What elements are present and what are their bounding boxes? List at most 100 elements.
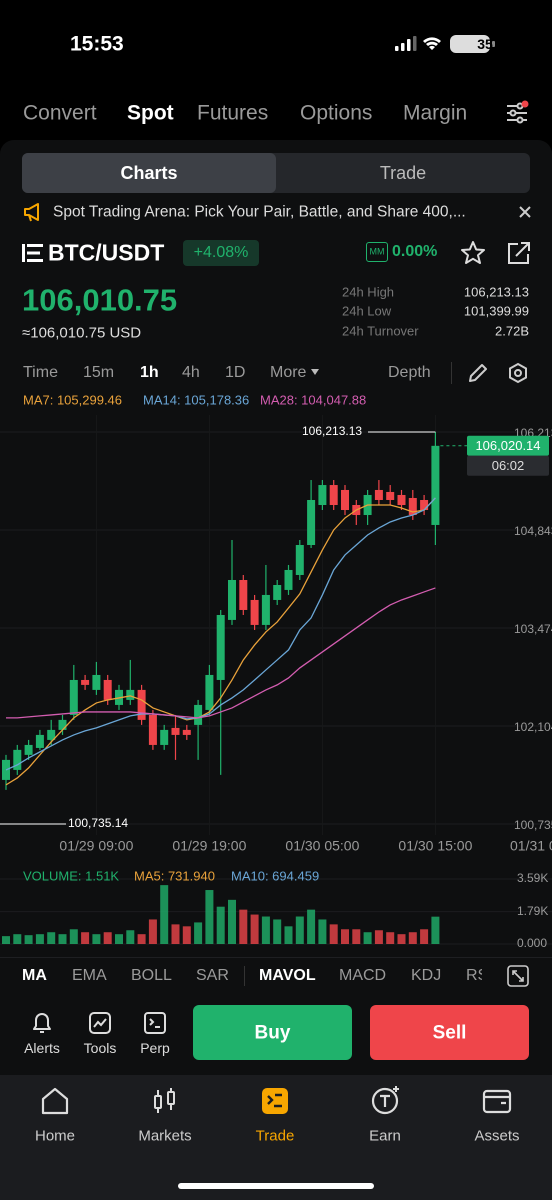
candle-body (239, 579, 248, 610)
tab-active[interactable]: Spot (127, 101, 174, 125)
mm-value: 0.00% (392, 243, 438, 260)
volume-bar (35, 934, 44, 944)
interval[interactable]: 15m (83, 364, 115, 381)
close-icon[interactable] (519, 206, 531, 218)
volume-bar (137, 934, 146, 944)
interval[interactable]: 1D (225, 364, 246, 381)
star-icon[interactable] (460, 240, 486, 266)
tools-icon[interactable] (88, 1011, 112, 1035)
indicator[interactable]: RS (466, 968, 482, 984)
candle-body (397, 494, 406, 505)
action-label[interactable]: Perp (140, 1040, 170, 1056)
volume-bar (171, 924, 180, 944)
separator (244, 966, 245, 986)
sell-label[interactable]: Sell (432, 1022, 467, 1044)
y-tick-label: 104,843.63 (514, 524, 552, 538)
action-label[interactable]: Alerts (24, 1040, 60, 1056)
settings-icon[interactable] (504, 100, 530, 126)
indicator[interactable]: BOLL (131, 967, 172, 984)
indicator-active[interactable]: MA (22, 967, 47, 984)
nav-label[interactable]: Markets (138, 1127, 192, 1145)
earn-icon[interactable] (370, 1084, 402, 1116)
share-icon[interactable] (506, 240, 532, 266)
tab[interactable]: Futures (197, 101, 269, 125)
home-icon[interactable] (40, 1086, 70, 1116)
divider (0, 957, 552, 958)
candle-body (329, 485, 338, 505)
high-marker-label: 106,213.13 (302, 424, 362, 438)
candle-body (261, 594, 270, 625)
nav-label[interactable]: Assets (474, 1127, 520, 1145)
ma-line (6, 587, 436, 719)
ma-legend: MA7: 105,299.46 (23, 392, 123, 408)
volume-bar (284, 926, 293, 944)
volume-bar (69, 929, 78, 944)
action-label[interactable]: Tools (83, 1040, 117, 1056)
sell-button[interactable] (370, 1005, 529, 1060)
candle-body (24, 744, 33, 755)
mm-box (366, 242, 388, 262)
assets-icon[interactable] (482, 1086, 512, 1116)
megaphone-icon (24, 203, 39, 222)
indicator[interactable]: SAR (196, 967, 229, 984)
indicator[interactable]: EMA (72, 967, 107, 984)
candle-body (194, 704, 203, 725)
candle-body (386, 491, 395, 500)
candle-body (126, 689, 135, 700)
volume-bar (250, 914, 259, 944)
volume-bar (205, 890, 214, 944)
draw-icon[interactable] (467, 362, 489, 384)
volume-tick-label: 0.000 (517, 936, 547, 950)
volume-bar (420, 929, 429, 944)
markets-icon[interactable] (150, 1086, 180, 1116)
ma-legend: MA14: 105,178.36 (143, 392, 250, 408)
fullscreen-icon[interactable] (507, 965, 529, 987)
x-tick-label: 01/30 05:00 (285, 838, 359, 854)
nav-label[interactable]: Earn (369, 1127, 401, 1145)
perp-icon[interactable] (143, 1011, 167, 1035)
stat-label: 24h Low (342, 303, 392, 319)
banner-text[interactable]: Spot Trading Arena: Pick Your Pair, Batt… (53, 203, 466, 221)
chart-settings-icon[interactable] (507, 362, 529, 384)
buy-label[interactable]: Buy (254, 1022, 291, 1044)
volume-bar (273, 919, 282, 944)
indicator[interactable]: KDJ (411, 967, 442, 984)
depth[interactable]: Depth (388, 364, 431, 381)
buy-button[interactable] (193, 1005, 352, 1060)
volume-bar (408, 932, 417, 944)
candle-body (13, 749, 22, 770)
interval[interactable]: 4h (182, 364, 200, 381)
volume-bar (329, 924, 338, 944)
volume-bar (318, 919, 327, 944)
stat-value: 2.72B (495, 323, 529, 339)
menu-icon[interactable] (22, 244, 44, 262)
nav-label-active[interactable]: Trade (255, 1127, 295, 1145)
trade-icon[interactable] (260, 1086, 290, 1116)
volume-bar (239, 909, 248, 944)
separator (451, 362, 452, 384)
tab[interactable]: Margin (403, 101, 468, 125)
volume-bar (24, 935, 33, 944)
tab[interactable]: Convert (23, 101, 97, 125)
alerts-icon[interactable] (30, 1010, 54, 1036)
indicator[interactable]: MACD (339, 967, 387, 984)
candle-body (295, 545, 304, 575)
nav-label[interactable]: Home (34, 1127, 75, 1145)
tab[interactable]: Options (300, 101, 373, 125)
ma-line (5, 497, 436, 786)
toggle-option[interactable]: Trade (379, 163, 427, 183)
toggle-selected[interactable] (22, 153, 276, 193)
toggle-option[interactable]: Charts (120, 163, 178, 183)
interval[interactable]: Time (23, 364, 58, 381)
candle-body (408, 497, 417, 516)
volume-tick-label: 1.79K (517, 904, 548, 918)
interval[interactable]: More (270, 364, 307, 381)
pair[interactable]: BTC/USDT (48, 239, 165, 266)
volume-bar (352, 929, 361, 944)
volume-bar (182, 926, 191, 944)
stat-label: 24h Turnover (342, 323, 419, 339)
volume-bar (216, 906, 225, 944)
indicator-active[interactable]: MAVOL (259, 967, 316, 984)
volume-bar (341, 929, 349, 944)
interval-active[interactable]: 1h (140, 364, 159, 381)
